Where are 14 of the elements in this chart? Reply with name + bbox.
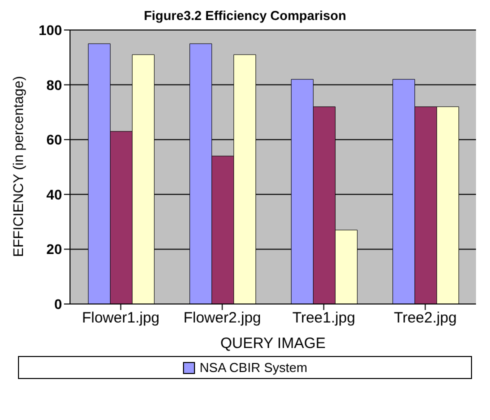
y-tick-label: 80 xyxy=(46,76,62,93)
y-tick-label: 100 xyxy=(38,22,62,38)
x-tick-label: Flower1.jpg xyxy=(82,310,160,327)
y-tick-label: 20 xyxy=(46,241,62,258)
y-axis-title: EFFICIENCY (in percentage) xyxy=(10,76,26,257)
chart-title: Figure3.2 Efficiency Comparison xyxy=(144,8,346,23)
y-tick-label: 0 xyxy=(54,296,62,312)
y-tick-label: 60 xyxy=(46,132,62,148)
x-axis-title: QUERY IMAGE xyxy=(220,335,326,352)
y-tick-label: 40 xyxy=(46,186,62,202)
x-tick-label: Tree1.jpg xyxy=(292,310,356,327)
legend-label: NSA CBIR System xyxy=(198,360,308,375)
x-tick-label: Flower2.jpg xyxy=(183,310,262,327)
x-tick-label: Tree2.jpg xyxy=(394,310,457,327)
